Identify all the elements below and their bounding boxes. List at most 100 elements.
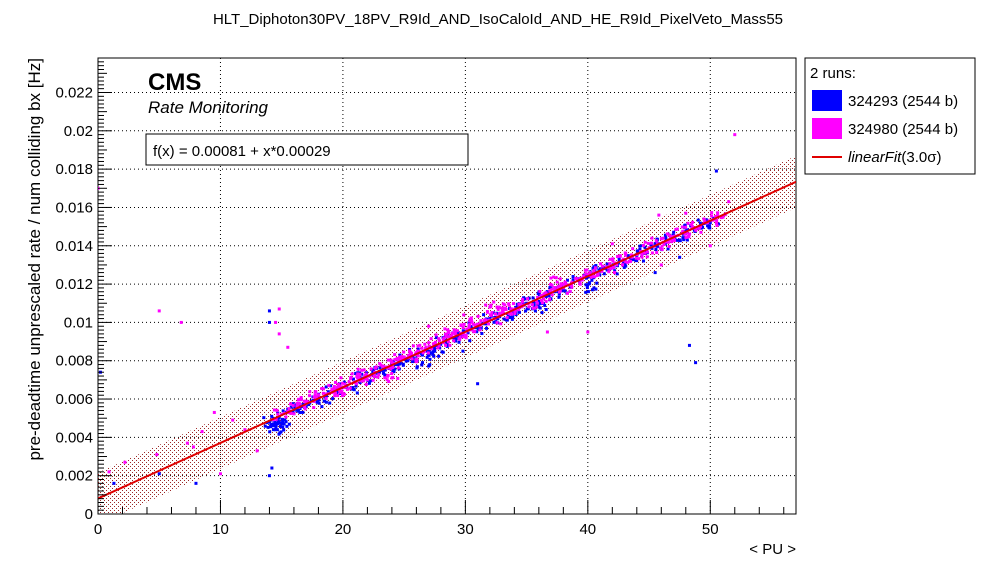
data-point-run-324980 xyxy=(675,227,679,231)
data-point-run-324980 xyxy=(312,395,316,399)
x-tick-label: 40 xyxy=(579,521,596,538)
data-point-run-324293 xyxy=(469,324,473,328)
data-point-run-324980 xyxy=(380,364,384,368)
data-point-run-324980 xyxy=(339,376,343,380)
data-point-run-324980 xyxy=(578,281,582,285)
data-point-run-324980 xyxy=(397,358,401,362)
data-point-run-324293 xyxy=(432,354,436,358)
data-point-run-324980 xyxy=(668,235,672,239)
plot-frame xyxy=(97,57,797,515)
data-point-run-324980 xyxy=(505,316,509,320)
data-point-run-324980 xyxy=(497,305,501,309)
data-point-run-324980 xyxy=(427,324,431,328)
data-point-run-324980 xyxy=(611,257,615,261)
data-point-run-324293 xyxy=(557,295,561,299)
y-tick-label: 0.01 xyxy=(64,314,93,331)
data-point-run-324980 xyxy=(513,309,517,313)
data-point-run-324980 xyxy=(660,247,664,251)
data-point-run-324980 xyxy=(307,394,311,398)
data-point-run-324293 xyxy=(420,352,424,356)
data-point-run-324293 xyxy=(623,262,627,266)
data-point-run-324980 xyxy=(714,214,718,218)
data-point-run-324293 xyxy=(532,303,536,307)
data-point-run-324293 xyxy=(701,225,705,229)
y-tick-label: 0.002 xyxy=(55,468,93,485)
chart-title: HLT_Diphoton30PV_18PV_R9Id_AND_IsoCaloId… xyxy=(213,11,783,28)
data-point-run-324980 xyxy=(482,319,486,323)
data-point-run-324980 xyxy=(643,251,647,255)
data-point-run-324293 xyxy=(527,296,531,300)
data-point-run-324293 xyxy=(598,267,602,271)
data-point-run-324980 xyxy=(453,331,457,335)
data-point-run-324293 xyxy=(421,361,425,365)
data-point-run-324980 xyxy=(315,395,319,399)
data-point-run-324980 xyxy=(363,377,367,381)
data-point-run-324293 xyxy=(316,398,320,402)
data-point-run-324980 xyxy=(411,344,415,348)
data-point-run-324293 xyxy=(502,317,506,321)
data-point-run-324980 xyxy=(664,240,668,244)
data-point-run-324980 xyxy=(574,277,578,281)
data-point-run-324980 xyxy=(631,247,635,251)
data-point-run-324293 xyxy=(439,342,443,346)
data-point-run-324980 xyxy=(719,216,723,220)
data-point-run-324980 xyxy=(645,250,649,254)
data-point-run-324980 xyxy=(368,374,372,378)
data-point-run-324293 xyxy=(401,362,405,366)
data-point-run-324980 xyxy=(490,311,494,315)
legend-label-run-324980: 324980 (2544 b) xyxy=(848,121,958,138)
data-point-run-324980 xyxy=(623,251,627,255)
data-point-run-324980 xyxy=(517,302,521,306)
data-point-run-324980 xyxy=(479,319,483,323)
data-point-run-324293 xyxy=(378,370,382,374)
data-point-run-324980 xyxy=(255,449,259,453)
data-point-run-324980 xyxy=(504,307,508,311)
data-point-run-324980 xyxy=(464,333,468,337)
data-point-run-324980 xyxy=(123,460,127,464)
data-point-run-324980 xyxy=(674,227,678,231)
data-point-run-324980 xyxy=(289,402,293,406)
cms-label: CMS xyxy=(148,69,201,96)
data-point-run-324980 xyxy=(626,260,630,264)
data-point-run-324980 xyxy=(369,367,373,371)
data-point-run-324980 xyxy=(212,410,216,414)
data-point-run-324293 xyxy=(383,368,387,372)
data-point-run-324980 xyxy=(340,381,344,385)
data-point-run-324980 xyxy=(618,254,622,258)
data-point-run-324293 xyxy=(592,286,596,290)
data-point-run-324980 xyxy=(452,339,456,343)
data-point-run-324980 xyxy=(396,366,400,370)
data-point-run-324980 xyxy=(321,391,325,395)
data-point-run-324980 xyxy=(430,347,434,351)
data-point-run-324293 xyxy=(393,367,397,371)
data-point-run-324980 xyxy=(715,223,719,227)
data-point-run-324980 xyxy=(510,312,514,316)
data-point-run-324980 xyxy=(493,312,497,316)
data-point-run-324980 xyxy=(542,292,546,296)
data-point-run-324980 xyxy=(534,299,538,303)
data-point-run-324980 xyxy=(418,343,422,347)
data-point-run-324293 xyxy=(378,366,382,370)
data-point-run-324980 xyxy=(287,407,291,411)
data-point-run-324980 xyxy=(342,392,346,396)
data-point-run-324293 xyxy=(322,399,326,403)
data-point-run-324980 xyxy=(634,256,638,260)
data-point-run-324980 xyxy=(640,255,644,259)
data-point-run-324980 xyxy=(409,352,413,356)
data-point-run-324293 xyxy=(371,370,375,374)
data-point-run-324980 xyxy=(687,232,691,236)
x-tick-label: 30 xyxy=(457,521,474,538)
data-point-run-324293 xyxy=(488,317,492,321)
data-point-run-324980 xyxy=(276,412,280,416)
data-point-run-324980 xyxy=(584,272,588,276)
data-point-run-324980 xyxy=(655,251,659,255)
data-point-run-324980 xyxy=(340,389,344,393)
data-point-run-324980 xyxy=(702,217,706,221)
data-point-run-324980 xyxy=(585,268,589,272)
data-point-run-324980 xyxy=(336,394,340,398)
data-point-run-324293 xyxy=(476,382,480,386)
data-point-run-324293 xyxy=(274,425,278,429)
data-point-run-324293 xyxy=(466,331,470,335)
data-point-run-324293 xyxy=(277,416,281,420)
data-point-run-324980 xyxy=(362,379,366,383)
